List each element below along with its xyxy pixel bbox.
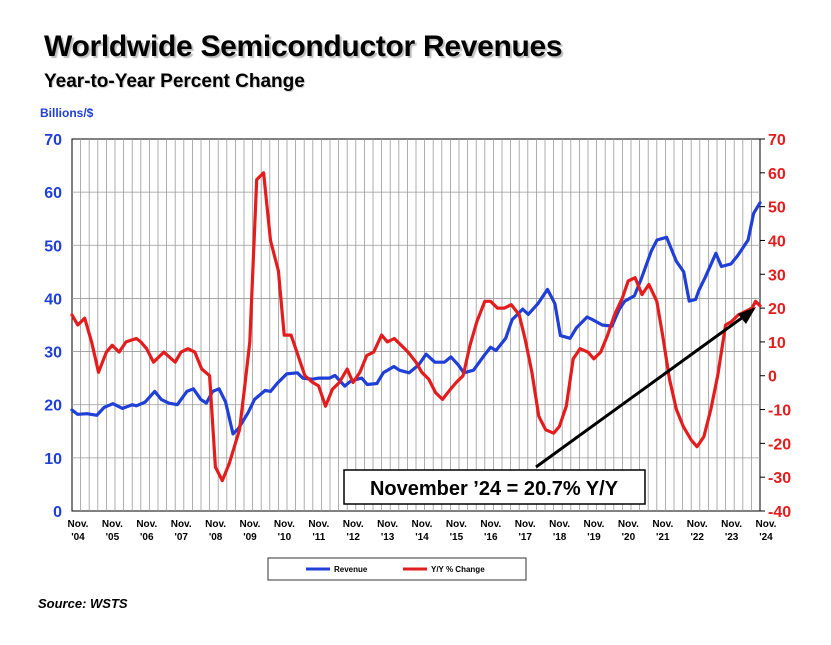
left-axis-ticks: 0 10 20 30 40 50 60 70 [44,132,62,521]
grid-lines [72,139,760,511]
right-tick-label: 20 [768,301,786,318]
annotation-text: November ’24 = 20.7% Y/Y [370,478,619,500]
left-tick-label: 0 [53,504,62,521]
x-tick-label: Nov. '18 [549,519,570,543]
yoy-change-line [70,171,762,483]
x-tick-label: Nov. '14 [412,519,433,543]
x-tick-label: Nov. '09 [240,519,261,543]
right-tick-label: 50 [768,200,786,217]
x-tick-label: Nov. '12 [343,519,364,543]
right-tick-label: 40 [768,233,786,250]
annotation-arrow [535,310,751,469]
legend-box [267,557,527,581]
x-tick-label: Nov. '22 [687,519,708,543]
left-tick-label: 20 [44,398,62,415]
right-tick-label: -20 [768,436,791,453]
right-tick-label: 0 [768,369,777,386]
x-tick-label: Nov. '21 [652,519,673,543]
x-tick-label: Nov. '15 [446,519,467,543]
x-tick-label: Nov. '05 [102,519,123,543]
right-tick-label: -40 [768,504,791,521]
right-tick-label: -30 [768,470,791,487]
left-tick-label: 60 [44,185,62,202]
x-tick-label: Nov. '23 [721,519,742,543]
annotation-arrowhead [738,307,756,324]
right-tick-label: -10 [768,403,791,420]
x-tick-label: Nov. '08 [205,519,226,543]
x-tick-label: Nov. '07 [171,519,192,543]
x-axis-ticks: Nov. '04 Nov. '05 Nov. '06 Nov. '07 Nov. '08 Nov. '… [68,519,777,543]
x-tick-label: Nov. '10 [274,519,295,543]
right-tick-label: 10 [768,335,786,352]
legend-label-revenue: Revenue [334,565,368,574]
x-tick-label: Nov. '17 [515,519,536,543]
right-tick-label: 60 [768,166,786,183]
annotation-box [343,469,646,505]
right-axis-ticks: -40 -30 -20 -10 0 10 20 30 40 50 60 70 [760,132,791,521]
left-tick-label: 70 [44,132,62,149]
left-tick-label: 50 [44,238,62,255]
chart-subtitle: Year-to-Year Percent Change [44,71,305,92]
x-tick-label: Nov. '19 [584,519,605,543]
x-tick-label: Nov. '16 [480,519,501,543]
x-tick-label: Nov. '24 [756,519,777,543]
x-tick-label: Nov. '20 [618,519,639,543]
left-tick-label: 10 [44,451,62,468]
left-axis-label: Billions/$ [40,106,94,120]
left-tick-label: 40 [44,291,62,308]
chart-title: Worldwide Semiconductor Revenues [44,30,563,63]
series-lines [70,171,762,483]
x-tick-label: Nov. '04 [68,519,89,543]
right-tick-label: 30 [768,267,786,284]
legend-label-yoy: Y/Y % Change [431,565,485,574]
right-tick-label: 70 [768,132,786,149]
x-tick-label: Nov. '06 [136,519,157,543]
x-tick-label: Nov. '13 [377,519,398,543]
left-tick-label: 30 [44,345,62,362]
x-tick-label: Nov. '11 [308,519,329,543]
source-note: Source: WSTS [38,596,128,611]
